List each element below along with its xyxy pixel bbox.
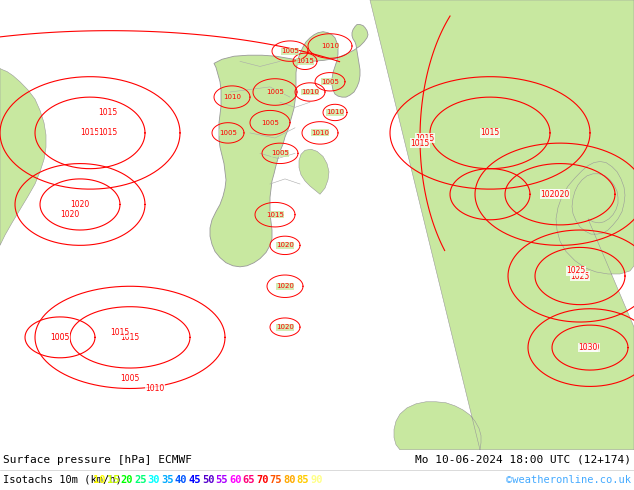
Polygon shape <box>370 0 634 450</box>
Text: 15: 15 <box>107 475 119 485</box>
Text: 10: 10 <box>93 475 106 485</box>
Text: 1005: 1005 <box>261 120 279 125</box>
Text: 60: 60 <box>229 475 242 485</box>
Text: 1010: 1010 <box>326 109 344 116</box>
Text: 35: 35 <box>161 475 174 485</box>
Text: 25: 25 <box>134 475 146 485</box>
Text: 1015: 1015 <box>296 58 314 64</box>
Text: 1015: 1015 <box>81 128 100 137</box>
Text: 1005: 1005 <box>50 333 70 342</box>
Polygon shape <box>210 24 368 267</box>
Text: 20: 20 <box>120 475 133 485</box>
Text: 1005: 1005 <box>120 374 139 383</box>
Text: 1015: 1015 <box>410 139 430 147</box>
Text: 1015: 1015 <box>415 133 435 143</box>
Polygon shape <box>299 149 329 194</box>
Text: 45: 45 <box>188 475 201 485</box>
Text: ©weatheronline.co.uk: ©weatheronline.co.uk <box>506 475 631 485</box>
Text: 1010: 1010 <box>223 94 241 100</box>
Text: Mo 10-06-2024 18:00 UTC (12+174): Mo 10-06-2024 18:00 UTC (12+174) <box>415 455 631 465</box>
Text: 65: 65 <box>243 475 255 485</box>
Text: 85: 85 <box>297 475 309 485</box>
Text: 40: 40 <box>175 475 187 485</box>
Text: 1005: 1005 <box>281 48 299 54</box>
Text: 1005: 1005 <box>271 150 289 156</box>
Text: 50: 50 <box>202 475 214 485</box>
Text: 1010: 1010 <box>301 89 319 95</box>
Text: 1005: 1005 <box>219 130 237 136</box>
Text: 1025: 1025 <box>566 267 586 275</box>
Text: 1015: 1015 <box>266 212 284 218</box>
Polygon shape <box>0 69 46 245</box>
Text: 1005: 1005 <box>50 333 70 342</box>
Text: 80: 80 <box>283 475 295 485</box>
Text: Isotachs 10m (km/h): Isotachs 10m (km/h) <box>3 475 128 485</box>
Text: 1025: 1025 <box>571 271 590 281</box>
Text: 1030: 1030 <box>580 343 600 352</box>
Text: 1020: 1020 <box>276 324 294 330</box>
Text: 1010: 1010 <box>145 384 165 393</box>
Text: 1015: 1015 <box>98 108 118 117</box>
Text: 1015: 1015 <box>481 128 500 137</box>
Text: 1010: 1010 <box>321 43 339 49</box>
Text: 1020: 1020 <box>540 190 560 199</box>
Text: 1015: 1015 <box>120 333 139 342</box>
Text: 1015: 1015 <box>110 328 129 337</box>
Text: 1015: 1015 <box>98 128 118 137</box>
Text: 1020: 1020 <box>276 283 294 289</box>
Text: 1005: 1005 <box>266 89 284 95</box>
Text: 30: 30 <box>148 475 160 485</box>
Text: 1020: 1020 <box>60 210 80 219</box>
Text: 1010: 1010 <box>311 130 329 136</box>
Text: 1020: 1020 <box>70 200 89 209</box>
Text: 1005: 1005 <box>321 79 339 85</box>
Text: 90: 90 <box>311 475 323 485</box>
Text: 1030: 1030 <box>578 343 598 352</box>
Text: 55: 55 <box>216 475 228 485</box>
Text: 1020: 1020 <box>550 190 569 199</box>
Text: 1020: 1020 <box>276 243 294 248</box>
Text: 75: 75 <box>269 475 282 485</box>
Text: 70: 70 <box>256 475 269 485</box>
Text: Surface pressure [hPa] ECMWF: Surface pressure [hPa] ECMWF <box>3 455 192 465</box>
